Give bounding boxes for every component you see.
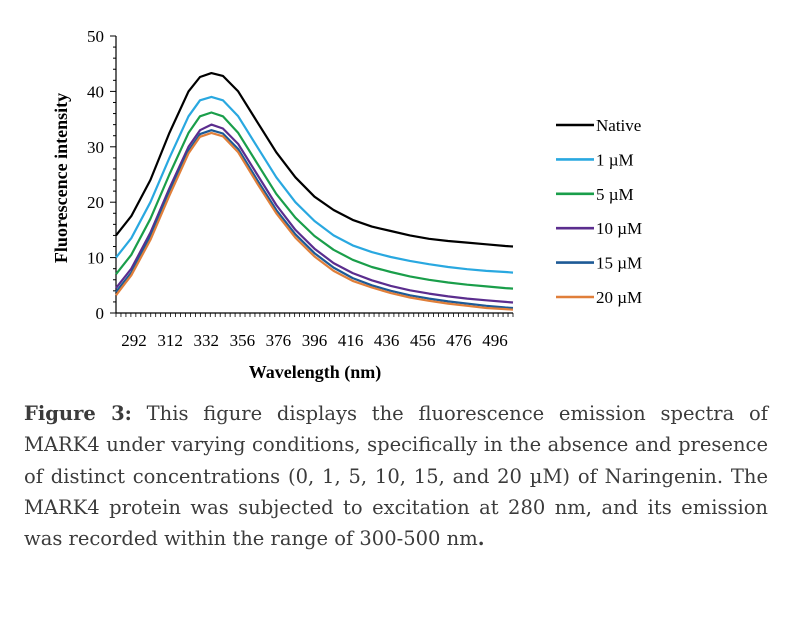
- y-tick-label: 40: [87, 82, 104, 101]
- y-tick-label: 10: [87, 249, 104, 268]
- series-layer: [115, 71, 514, 311]
- x-tick-label: 376: [266, 331, 292, 350]
- y-tick-label: 50: [87, 27, 104, 46]
- x-tick-label: 496: [482, 331, 508, 350]
- legend-label-4: 15 µM: [596, 254, 642, 273]
- legend-label-3: 10 µM: [596, 219, 642, 238]
- series-line-5: [115, 131, 514, 311]
- legend-label-2: 5 µM: [596, 185, 634, 204]
- legend-label-5: 20 µM: [596, 288, 642, 307]
- y-tick-label: 30: [87, 138, 104, 157]
- x-tick-label: 312: [157, 331, 183, 350]
- y-tick-label: 0: [96, 304, 105, 323]
- figure-label: Figure 3:: [24, 402, 132, 425]
- legend: Native 1 µM 5 µM 10 µM 15 µM 20 µM: [556, 116, 642, 307]
- legend-label-1: 1 µM: [596, 150, 634, 169]
- x-tick-label: 396: [302, 331, 328, 350]
- x-tick-label: 292: [121, 331, 147, 350]
- x-tick-label: 356: [230, 331, 256, 350]
- series-line-1: [115, 95, 514, 274]
- series-line-2: [115, 111, 514, 290]
- series-line-3: [115, 123, 514, 304]
- x-tick-label: 456: [410, 331, 436, 350]
- x-tick-label: 416: [338, 331, 364, 350]
- figure-caption: Figure 3: This figure displays the fluor…: [24, 398, 768, 554]
- legend-label-0: Native: [596, 116, 641, 135]
- fluorescence-chart: 0 10 20 30 40 50 292 312 332 356 376 396 416 436 456 47…: [51, 27, 642, 383]
- series-line-0: [115, 71, 514, 248]
- series-line-4: [115, 129, 514, 310]
- x-tick-label: 436: [374, 331, 400, 350]
- axes: 0 10 20 30 40 50 292 312 332 356 376 396 416 436 456 47…: [87, 27, 514, 350]
- y-tick-label: 20: [87, 193, 104, 212]
- caption-text: This figure displays the fluorescence em…: [24, 402, 768, 551]
- x-axis-title: Wavelength (nm): [249, 362, 382, 383]
- x-tick-label: 332: [193, 331, 219, 350]
- y-axis-title: Fluorescence intensity: [51, 93, 71, 263]
- x-tick-label: 476: [446, 331, 472, 350]
- caption-end: .: [477, 527, 485, 551]
